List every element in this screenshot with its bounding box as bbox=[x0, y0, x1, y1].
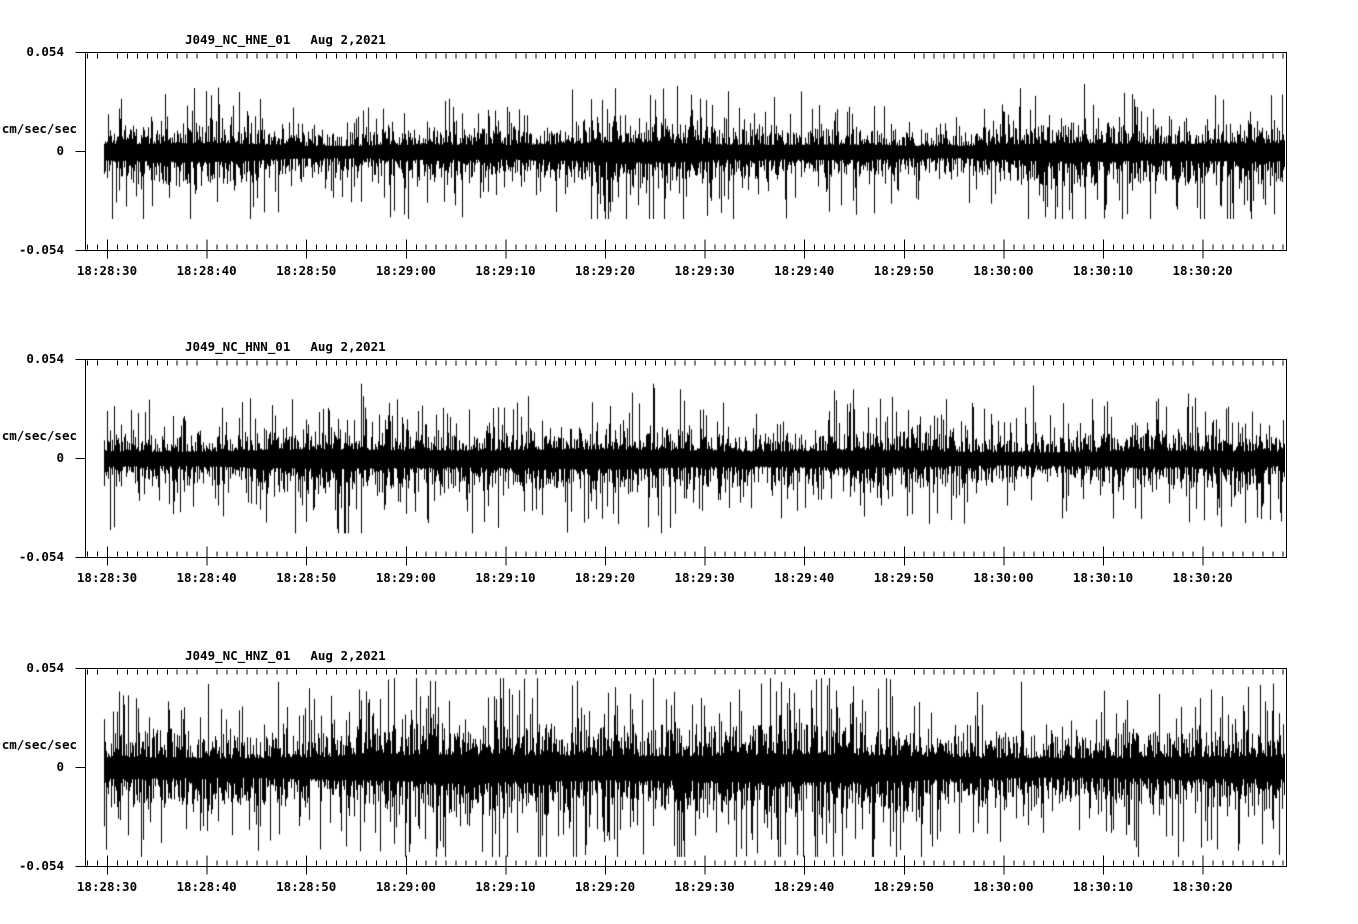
x-tick-label: 18:29:00 bbox=[375, 879, 436, 894]
panel-title: J049_NC_HNN_01 Aug 2,2021 bbox=[185, 339, 386, 355]
y-tick-zero: 0 bbox=[56, 450, 64, 465]
x-tick-label: 18:28:50 bbox=[276, 263, 337, 278]
x-tick-label: 18:28:40 bbox=[176, 570, 237, 585]
x-tick-label: 18:29:40 bbox=[774, 879, 835, 894]
y-tick-zero: 0 bbox=[56, 759, 64, 774]
trace-date: Aug 2,2021 bbox=[310, 339, 386, 354]
trace-id: J049_NC_HNZ_01 bbox=[185, 648, 291, 663]
y-tick-min: -0.054 bbox=[18, 242, 64, 257]
x-tick-label: 18:30:20 bbox=[1172, 879, 1233, 894]
x-tick-label: 18:29:50 bbox=[873, 263, 934, 278]
x-tick-label: 18:29:50 bbox=[873, 570, 934, 585]
x-tick-label: 18:29:40 bbox=[774, 263, 835, 278]
panel-hnz: J049_NC_HNZ_01 Aug 2,2021 0.054 cm/sec/se… bbox=[0, 648, 1358, 908]
x-tick-label: 18:28:30 bbox=[76, 879, 138, 894]
panel-title: J049_NC_HNZ_01 Aug 2,2021 bbox=[185, 648, 386, 664]
x-tick-label: 18:30:20 bbox=[1172, 263, 1233, 278]
x-tick-label: 18:29:30 bbox=[674, 263, 735, 278]
x-tick-label: 18:29:50 bbox=[873, 879, 934, 894]
trace-id: J049_NC_HNE_01 bbox=[185, 32, 291, 47]
x-tick-label: 18:29:10 bbox=[475, 263, 536, 278]
waveform-trace bbox=[86, 669, 1285, 866]
y-axis-units: cm/sec/sec bbox=[1, 428, 77, 443]
x-tick-label: 18:29:30 bbox=[674, 570, 735, 585]
x-tick-label: 18:28:30 bbox=[76, 263, 138, 278]
x-tick-label: 18:28:40 bbox=[176, 263, 237, 278]
y-tick-min: -0.054 bbox=[18, 858, 64, 873]
trace-date: Aug 2,2021 bbox=[310, 648, 386, 663]
x-tick-label: 18:29:00 bbox=[375, 570, 436, 585]
x-tick-label: 18:28:40 bbox=[176, 879, 237, 894]
y-axis-units: cm/sec/sec bbox=[1, 121, 77, 136]
y-tick-max: 0.054 bbox=[26, 660, 64, 675]
x-tick-label: 18:29:20 bbox=[574, 263, 636, 278]
waveform-trace bbox=[86, 53, 1285, 250]
x-tick-label: 18:28:50 bbox=[276, 570, 337, 585]
x-tick-label: 18:29:10 bbox=[475, 879, 536, 894]
x-tick-label: 18:28:50 bbox=[276, 879, 337, 894]
y-tick-min: -0.054 bbox=[18, 549, 64, 564]
x-tick-label: 18:28:30 bbox=[76, 570, 138, 585]
x-tick-label: 18:30:10 bbox=[1072, 879, 1134, 894]
y-tick-zero: 0 bbox=[56, 143, 64, 158]
waveform-trace bbox=[86, 360, 1285, 557]
y-axis-units: cm/sec/sec bbox=[1, 737, 77, 752]
x-tick-label: 18:29:30 bbox=[674, 879, 735, 894]
x-tick-label: 18:29:20 bbox=[574, 570, 636, 585]
x-axis-labels: 18:28:30 18:28:40 18:28:50 18:29:00 18:29:10… bbox=[0, 570, 1358, 586]
x-tick-label: 18:30:10 bbox=[1072, 263, 1134, 278]
trace-date: Aug 2,2021 bbox=[310, 32, 386, 47]
x-axis-labels: 18:28:30 18:28:40 18:28:50 18:29:00 18:29:10… bbox=[0, 879, 1358, 895]
x-axis-labels: 18:28:30 18:28:40 18:28:50 18:29:00 18:29:10… bbox=[0, 263, 1358, 279]
x-tick-label: 18:30:00 bbox=[973, 263, 1034, 278]
x-tick-label: 18:29:10 bbox=[475, 570, 536, 585]
y-tick-max: 0.054 bbox=[26, 351, 64, 366]
trace-id: J049_NC_HNN_01 bbox=[185, 339, 291, 354]
y-tick-max: 0.054 bbox=[26, 44, 64, 59]
x-tick-label: 18:29:40 bbox=[774, 570, 835, 585]
x-tick-label: 18:29:20 bbox=[574, 879, 636, 894]
x-tick-label: 18:30:10 bbox=[1072, 570, 1134, 585]
panel-title: J049_NC_HNE_01 Aug 2,2021 bbox=[185, 32, 386, 48]
x-tick-label: 18:30:20 bbox=[1172, 570, 1233, 585]
x-tick-label: 18:29:00 bbox=[375, 263, 436, 278]
x-tick-label: 18:30:00 bbox=[973, 570, 1034, 585]
x-tick-label: 18:30:00 bbox=[973, 879, 1034, 894]
panel-hnn: J049_NC_HNN_01 Aug 2,2021 0.054 cm/sec/se… bbox=[0, 339, 1358, 599]
panel-hne: J049_NC_HNE_01 Aug 2,2021 0.054 cm/sec/se… bbox=[0, 32, 1358, 292]
